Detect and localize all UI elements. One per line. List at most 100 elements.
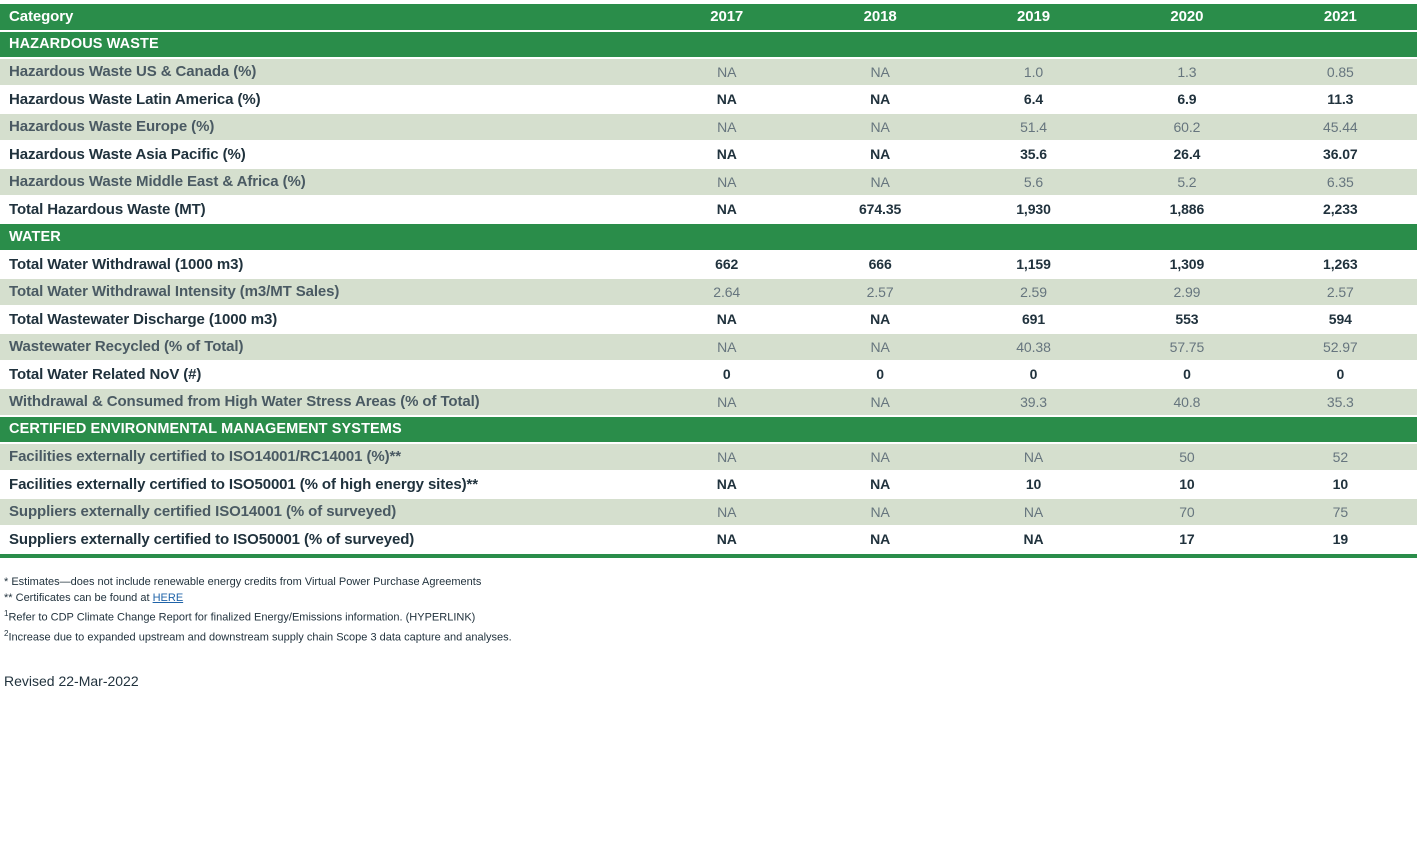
table-row: Hazardous Waste Middle East & Africa (%)…	[0, 169, 1417, 197]
cell-value: 35.6	[1020, 146, 1047, 163]
row-label: Hazardous Waste Asia Pacific (%)	[9, 145, 246, 163]
cell-value: 75	[1332, 503, 1349, 520]
cell-value: NA	[870, 173, 890, 190]
cell-value: 0	[722, 366, 731, 383]
table-row: Hazardous Waste US & Canada (%) NA NA 1.0 1.…	[0, 59, 1417, 87]
cell-value: 52	[1332, 448, 1349, 465]
cell-value: 1,886	[1169, 201, 1205, 218]
cell-value: 70	[1179, 503, 1195, 520]
cell-value: 2.57	[1326, 283, 1354, 300]
table-row: Hazardous Waste Europe (%) NA NA 51.4 60.2 45…	[0, 114, 1417, 142]
row-label: Hazardous Waste Europe (%)	[9, 118, 215, 136]
table-row: Hazardous Waste Asia Pacific (%) NA NA 35.6…	[0, 141, 1417, 169]
cell-value: NA	[870, 503, 890, 520]
cell-value: NA	[717, 338, 737, 355]
cell-value: 10	[1025, 476, 1042, 493]
row-label: Facilities externally certified to ISO14…	[9, 448, 401, 466]
table-row: Facilities externally certified to ISO50…	[0, 471, 1417, 499]
cell-value: 2.57	[866, 283, 894, 300]
cell-value: NA	[716, 531, 737, 548]
cell-value: 35.3	[1326, 393, 1354, 410]
cell-value: 1,309	[1169, 256, 1205, 273]
cell-value: NA	[717, 63, 737, 80]
cell-value: 60.2	[1173, 118, 1201, 135]
section-header-hazardous-waste: HAZARDOUS WASTE	[0, 31, 1417, 59]
esg-environmental-data-page: Category 2017 2018 2019 2020 2021 HAZARD…	[0, 4, 1417, 689]
cell-value: 674.35	[858, 201, 902, 218]
footnote-marker: 2	[4, 629, 9, 639]
footnote: ** Certificates can be found at HERE	[4, 591, 184, 604]
cell-value: NA	[717, 448, 737, 465]
section-header-water: WATER	[0, 224, 1417, 252]
cell-value: NA	[717, 173, 737, 190]
cell-value: 0	[876, 366, 884, 383]
table-body: HAZARDOUS WASTE Hazardous Waste US & Cana…	[0, 31, 1417, 554]
cell-value: 1,263	[1323, 256, 1358, 273]
row-label: Suppliers externally certified ISO14001 …	[9, 503, 397, 521]
table-header-row: Category 2017 2018 2019 2020 2021	[0, 4, 1417, 32]
cell-value: NA	[717, 393, 737, 410]
row-label: Hazardous Waste US & Canada (%)	[9, 63, 257, 81]
column-header-2021: 2021	[1323, 8, 1357, 26]
column-header-category: Category	[9, 8, 74, 26]
table-row: Wastewater Recycled (% of Total) NA NA 40.3…	[0, 334, 1417, 362]
cell-value: NA	[870, 531, 891, 548]
cell-value: 6.35	[1326, 173, 1354, 190]
cell-value: NA	[717, 503, 737, 520]
cell-value: NA	[870, 118, 890, 135]
cell-value: 5.2	[1177, 173, 1197, 190]
table-row: Total Hazardous Waste (MT) NA 674.35 1,930 1…	[0, 196, 1417, 224]
row-label: Total Water Withdrawal (1000 m3)	[9, 255, 244, 273]
here-link[interactable]: HERE	[152, 591, 184, 604]
footnotes: * Estimates—does not include renewable e…	[4, 575, 1417, 646]
cell-value: 40.8	[1173, 393, 1201, 410]
table-row: Suppliers externally certified to ISO500…	[0, 526, 1417, 554]
cell-value: 1.0	[1023, 63, 1044, 80]
cell-value: NA	[870, 448, 890, 465]
cell-value: 10	[1179, 476, 1195, 493]
cell-value: NA	[870, 311, 891, 328]
cell-value: 40.38	[1016, 338, 1051, 355]
cell-value: 2.59	[1020, 283, 1047, 300]
cell-value: 0	[1336, 366, 1345, 383]
table-row: Withdrawal & Consumed from High Water St…	[0, 389, 1417, 417]
cell-value: 51.4	[1020, 118, 1047, 135]
column-header-2019: 2019	[1017, 8, 1050, 26]
cell-value: 36.07	[1323, 146, 1358, 163]
cell-value: NA	[870, 63, 890, 80]
cell-value: 1.3	[1177, 63, 1197, 80]
cell-value: 50	[1179, 448, 1195, 465]
cell-value: 39.3	[1020, 393, 1047, 410]
section-header-certified-environmental-management-systems: CERTIFIED ENVIRONMENTAL MANAGEMENT SYSTE…	[0, 416, 1417, 444]
cell-value: 6.9	[1177, 91, 1197, 108]
cell-value: 26.4	[1173, 146, 1201, 163]
cell-value: NA	[716, 91, 737, 108]
table-row: Total Wastewater Discharge (1000 m3) NA NA…	[0, 306, 1417, 334]
cell-value: 2.64	[713, 283, 741, 300]
cell-value: NA	[716, 476, 737, 493]
footnote-marker: 1	[4, 609, 9, 618]
cell-value: 1,159	[1016, 256, 1051, 273]
table-row: Facilities externally certified to ISO14…	[0, 444, 1417, 472]
cell-value: 666	[868, 256, 892, 273]
cell-value: 19	[1332, 531, 1349, 548]
section-title: CERTIFIED ENVIRONMENTAL MANAGEMENT SYSTE…	[9, 421, 402, 438]
environmental-data-table: Category 2017 2018 2019 2020 2021 HAZARD…	[0, 4, 1417, 558]
cell-value: 2,233	[1323, 201, 1358, 218]
cell-value: 52.97	[1323, 338, 1358, 355]
table-row: Total Water Withdrawal (1000 m3) 662 666 1,…	[0, 251, 1417, 279]
cell-value: 11.3	[1327, 91, 1354, 108]
cell-value: 553	[1175, 311, 1199, 328]
section-title: HAZARDOUS WASTE	[9, 36, 159, 53]
row-label: Wastewater Recycled (% of Total)	[9, 338, 244, 356]
cell-value: 0	[1029, 366, 1038, 383]
cell-value: 662	[715, 256, 739, 273]
cell-value: 2.99	[1173, 283, 1201, 300]
column-header-2020: 2020	[1170, 8, 1204, 26]
section-title: WATER	[9, 228, 61, 245]
table-row: Total Water Related NoV (#) 0 0 0 0 0	[0, 361, 1417, 389]
table-row: Hazardous Waste Latin America (%) NA NA 6.4…	[0, 86, 1417, 114]
table-row: Suppliers externally certified ISO14001 …	[0, 499, 1417, 527]
cell-value: NA	[1023, 503, 1044, 520]
row-label: Suppliers externally certified to ISO500…	[9, 530, 415, 548]
